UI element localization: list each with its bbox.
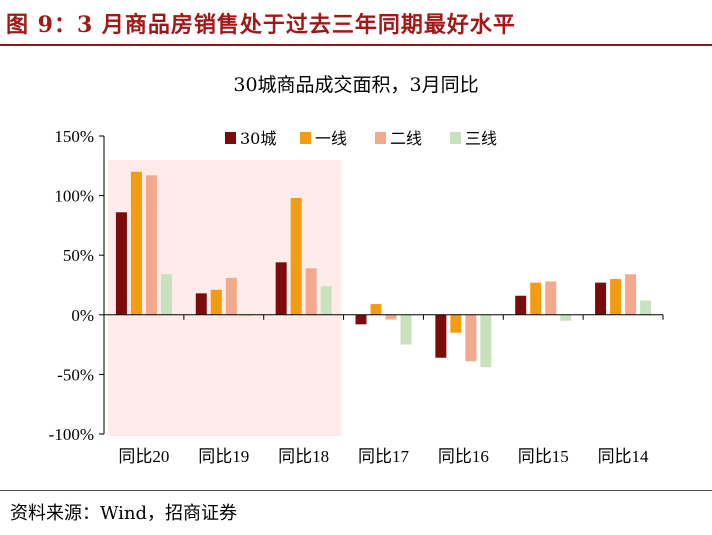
bar-3-2 <box>290 197 302 315</box>
bar-2-2 <box>210 289 222 315</box>
chart-title: 30城商品成交面积，3月同比 <box>233 74 478 96</box>
bar-5-2 <box>450 314 462 333</box>
legend-swatch-2 <box>300 132 311 144</box>
legend: 30城 一线 二线 三线 <box>225 129 497 148</box>
y-tick-label: 150% <box>54 127 94 146</box>
y-tick-label: 0% <box>71 306 94 325</box>
bar-1-4 <box>160 274 172 315</box>
bar-4-4 <box>400 314 412 345</box>
bar-chart: 30城商品成交面积，3月同比 30城 一线 二线 三线 150% 100% 50% 0% -5… <box>49 74 664 466</box>
footer-divider <box>0 490 712 491</box>
bar-1-2 <box>130 171 142 315</box>
y-tick-label: -50% <box>57 365 94 384</box>
bar-5-3 <box>465 314 477 362</box>
x-tick-label: 同比15 <box>518 447 569 466</box>
y-tick-label: 50% <box>63 246 94 265</box>
bar-7-2 <box>610 279 622 315</box>
x-tick-label: 同比16 <box>438 447 489 466</box>
bar-3-4 <box>320 286 332 315</box>
bar-7-3 <box>625 274 637 315</box>
bar-1-1 <box>115 212 127 315</box>
bar-6-4 <box>560 314 572 321</box>
bar-5-4 <box>480 314 492 368</box>
legend-swatch-4 <box>450 132 461 144</box>
bar-7-1 <box>595 282 607 315</box>
source-note: 资料来源：Wind，招商证券 <box>10 503 238 524</box>
x-tick-label: 同比20 <box>118 447 169 466</box>
bar-6-2 <box>530 282 542 315</box>
figure-header: 图 9：3 月商品房销售处于过去三年同期最好水平 <box>0 0 712 46</box>
legend-label-1: 30城 <box>240 129 276 148</box>
bar-2-1 <box>195 293 207 315</box>
legend-label-4: 三线 <box>465 129 497 148</box>
bar-3-1 <box>275 262 287 315</box>
x-tick-label: 同比17 <box>358 447 409 466</box>
x-tick-label: 同比18 <box>278 447 329 466</box>
bar-6-1 <box>515 295 527 315</box>
bar-4-2 <box>370 304 382 315</box>
bar-6-3 <box>545 281 557 315</box>
bar-5-1 <box>435 314 447 358</box>
figure-title: 图 9：3 月商品房销售处于过去三年同期最好水平 <box>6 12 516 38</box>
bar-3-3 <box>305 268 317 315</box>
y-tick-label: -100% <box>49 425 94 444</box>
legend-swatch-3 <box>375 132 386 144</box>
bar-1-3 <box>145 175 157 315</box>
legend-swatch-1 <box>225 132 236 144</box>
x-tick-label: 同比14 <box>598 447 649 466</box>
legend-label-3: 二线 <box>390 129 422 148</box>
bar-4-1 <box>355 314 367 325</box>
bar-4-3 <box>385 314 397 320</box>
bar-2-4 <box>240 314 252 316</box>
x-tick-label: 同比19 <box>198 447 249 466</box>
bar-7-4 <box>640 300 652 315</box>
legend-label-2: 一线 <box>315 129 347 148</box>
y-tick-label: 100% <box>54 187 94 206</box>
bar-2-3 <box>225 277 237 315</box>
